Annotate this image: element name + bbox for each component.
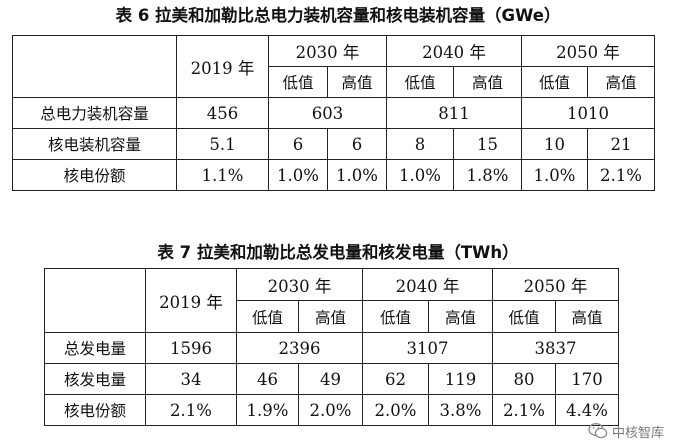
cell-2019: 456 [176,97,269,129]
cell-2050-high: 2.1% [587,159,655,191]
header-2030-high: 高值 [298,300,363,333]
watermark-text: 中核智库 [611,425,664,441]
cell-2030-low: 1.0% [268,159,328,191]
table-6-caption: 表 6 拉美和加勒比总电力装机容量和核电装机容量（GWe） [115,6,561,25]
cell-2040-low: 1.0% [386,159,454,191]
wechat-icon [588,422,608,440]
header-year-2019: 2019 年 [145,268,237,333]
cell-2030-low: 1.9% [236,394,299,426]
cell-2030: 603 [268,97,387,129]
header-empty-cell [44,268,146,333]
cell-2019: 1596 [145,332,237,364]
table-7-caption: 表 7 拉美和加勒比总发电量和核发电量（TWh） [157,243,519,262]
header-empty-cell [12,35,177,98]
table-row: 核电份额 1.1% 1.0% 1.0% 1.0% 1.8% 1.0% 2.1% [12,159,655,191]
cell-2050-low: 2.1% [492,394,556,426]
cell-2050-low: 80 [492,363,556,395]
cell-2050-high: 4.4% [555,394,619,426]
table-row: 总电力装机容量 456 603 811 1010 [12,97,655,129]
watermark: 中核智库 [588,420,664,442]
cell-2040: 811 [386,97,522,129]
row-label: 核电份额 [12,159,177,191]
cell-2030-high: 6 [327,128,387,160]
table-row: 核发电量 34 46 49 62 119 80 170 [44,363,619,395]
cell-2050-high: 21 [587,128,655,160]
header-year-2040: 2040 年 [362,268,493,301]
row-label: 核发电量 [44,363,146,395]
header-2050-low: 低值 [492,300,556,333]
header-2040-high: 高值 [453,66,522,98]
cell-2040-low: 8 [386,128,454,160]
cell-2019: 2.1% [145,394,237,426]
cell-2040: 3107 [362,332,493,364]
table-7: 2019 年 2030 年 2040 年 2050 年 低值 高值 低值 高值 … [44,268,619,426]
header-year-2030: 2030 年 [236,268,363,301]
cell-2040-high: 119 [428,363,493,395]
row-label: 核电装机容量 [12,128,177,160]
cell-2019: 1.1% [176,159,269,191]
header-year-2030: 2030 年 [268,35,387,67]
header-2040-low: 低值 [362,300,429,333]
header-year-2050: 2050 年 [492,268,619,301]
header-year-2050: 2050 年 [521,35,655,67]
cell-2050: 1010 [521,97,655,129]
header-2040-low: 低值 [386,66,454,98]
header-2030-low: 低值 [268,66,328,98]
cell-2030-high: 49 [298,363,363,395]
header-2030-high: 高值 [327,66,387,98]
cell-2040-high: 15 [453,128,522,160]
cell-2050-low: 1.0% [521,159,588,191]
cell-2040-low: 2.0% [362,394,429,426]
header-2050-low: 低值 [521,66,588,98]
row-label: 总发电量 [44,332,146,364]
header-2050-high: 高值 [587,66,655,98]
cell-2050: 3837 [492,332,619,364]
header-2030-low: 低值 [236,300,299,333]
table-row: 总发电量 1596 2396 3107 3837 [44,332,619,364]
cell-2030-low: 6 [268,128,328,160]
header-2040-high: 高值 [428,300,493,333]
cell-2040-high: 3.8% [428,394,493,426]
cell-2040-high: 1.8% [453,159,522,191]
table-row: 核电装机容量 5.1 6 6 8 15 10 21 [12,128,655,160]
row-label: 核电份额 [44,394,146,426]
table-row: 核电份额 2.1% 1.9% 2.0% 2.0% 3.8% 2.1% 4.4% [44,394,619,426]
header-year-2040: 2040 年 [386,35,522,67]
header-2050-high: 高值 [555,300,619,333]
cell-2050-low: 10 [521,128,588,160]
cell-2030: 2396 [236,332,363,364]
cell-2050-high: 170 [555,363,619,395]
cell-2019: 34 [145,363,237,395]
cell-2030-high: 2.0% [298,394,363,426]
cell-2030-high: 1.0% [327,159,387,191]
table-6: 2019 年 2030 年 2040 年 2050 年 低值 高值 低值 高值 … [12,35,655,191]
cell-2019: 5.1 [176,128,269,160]
cell-2030-low: 46 [236,363,299,395]
cell-2040-low: 62 [362,363,429,395]
row-label: 总电力装机容量 [12,97,177,129]
header-year-2019: 2019 年 [176,35,269,98]
